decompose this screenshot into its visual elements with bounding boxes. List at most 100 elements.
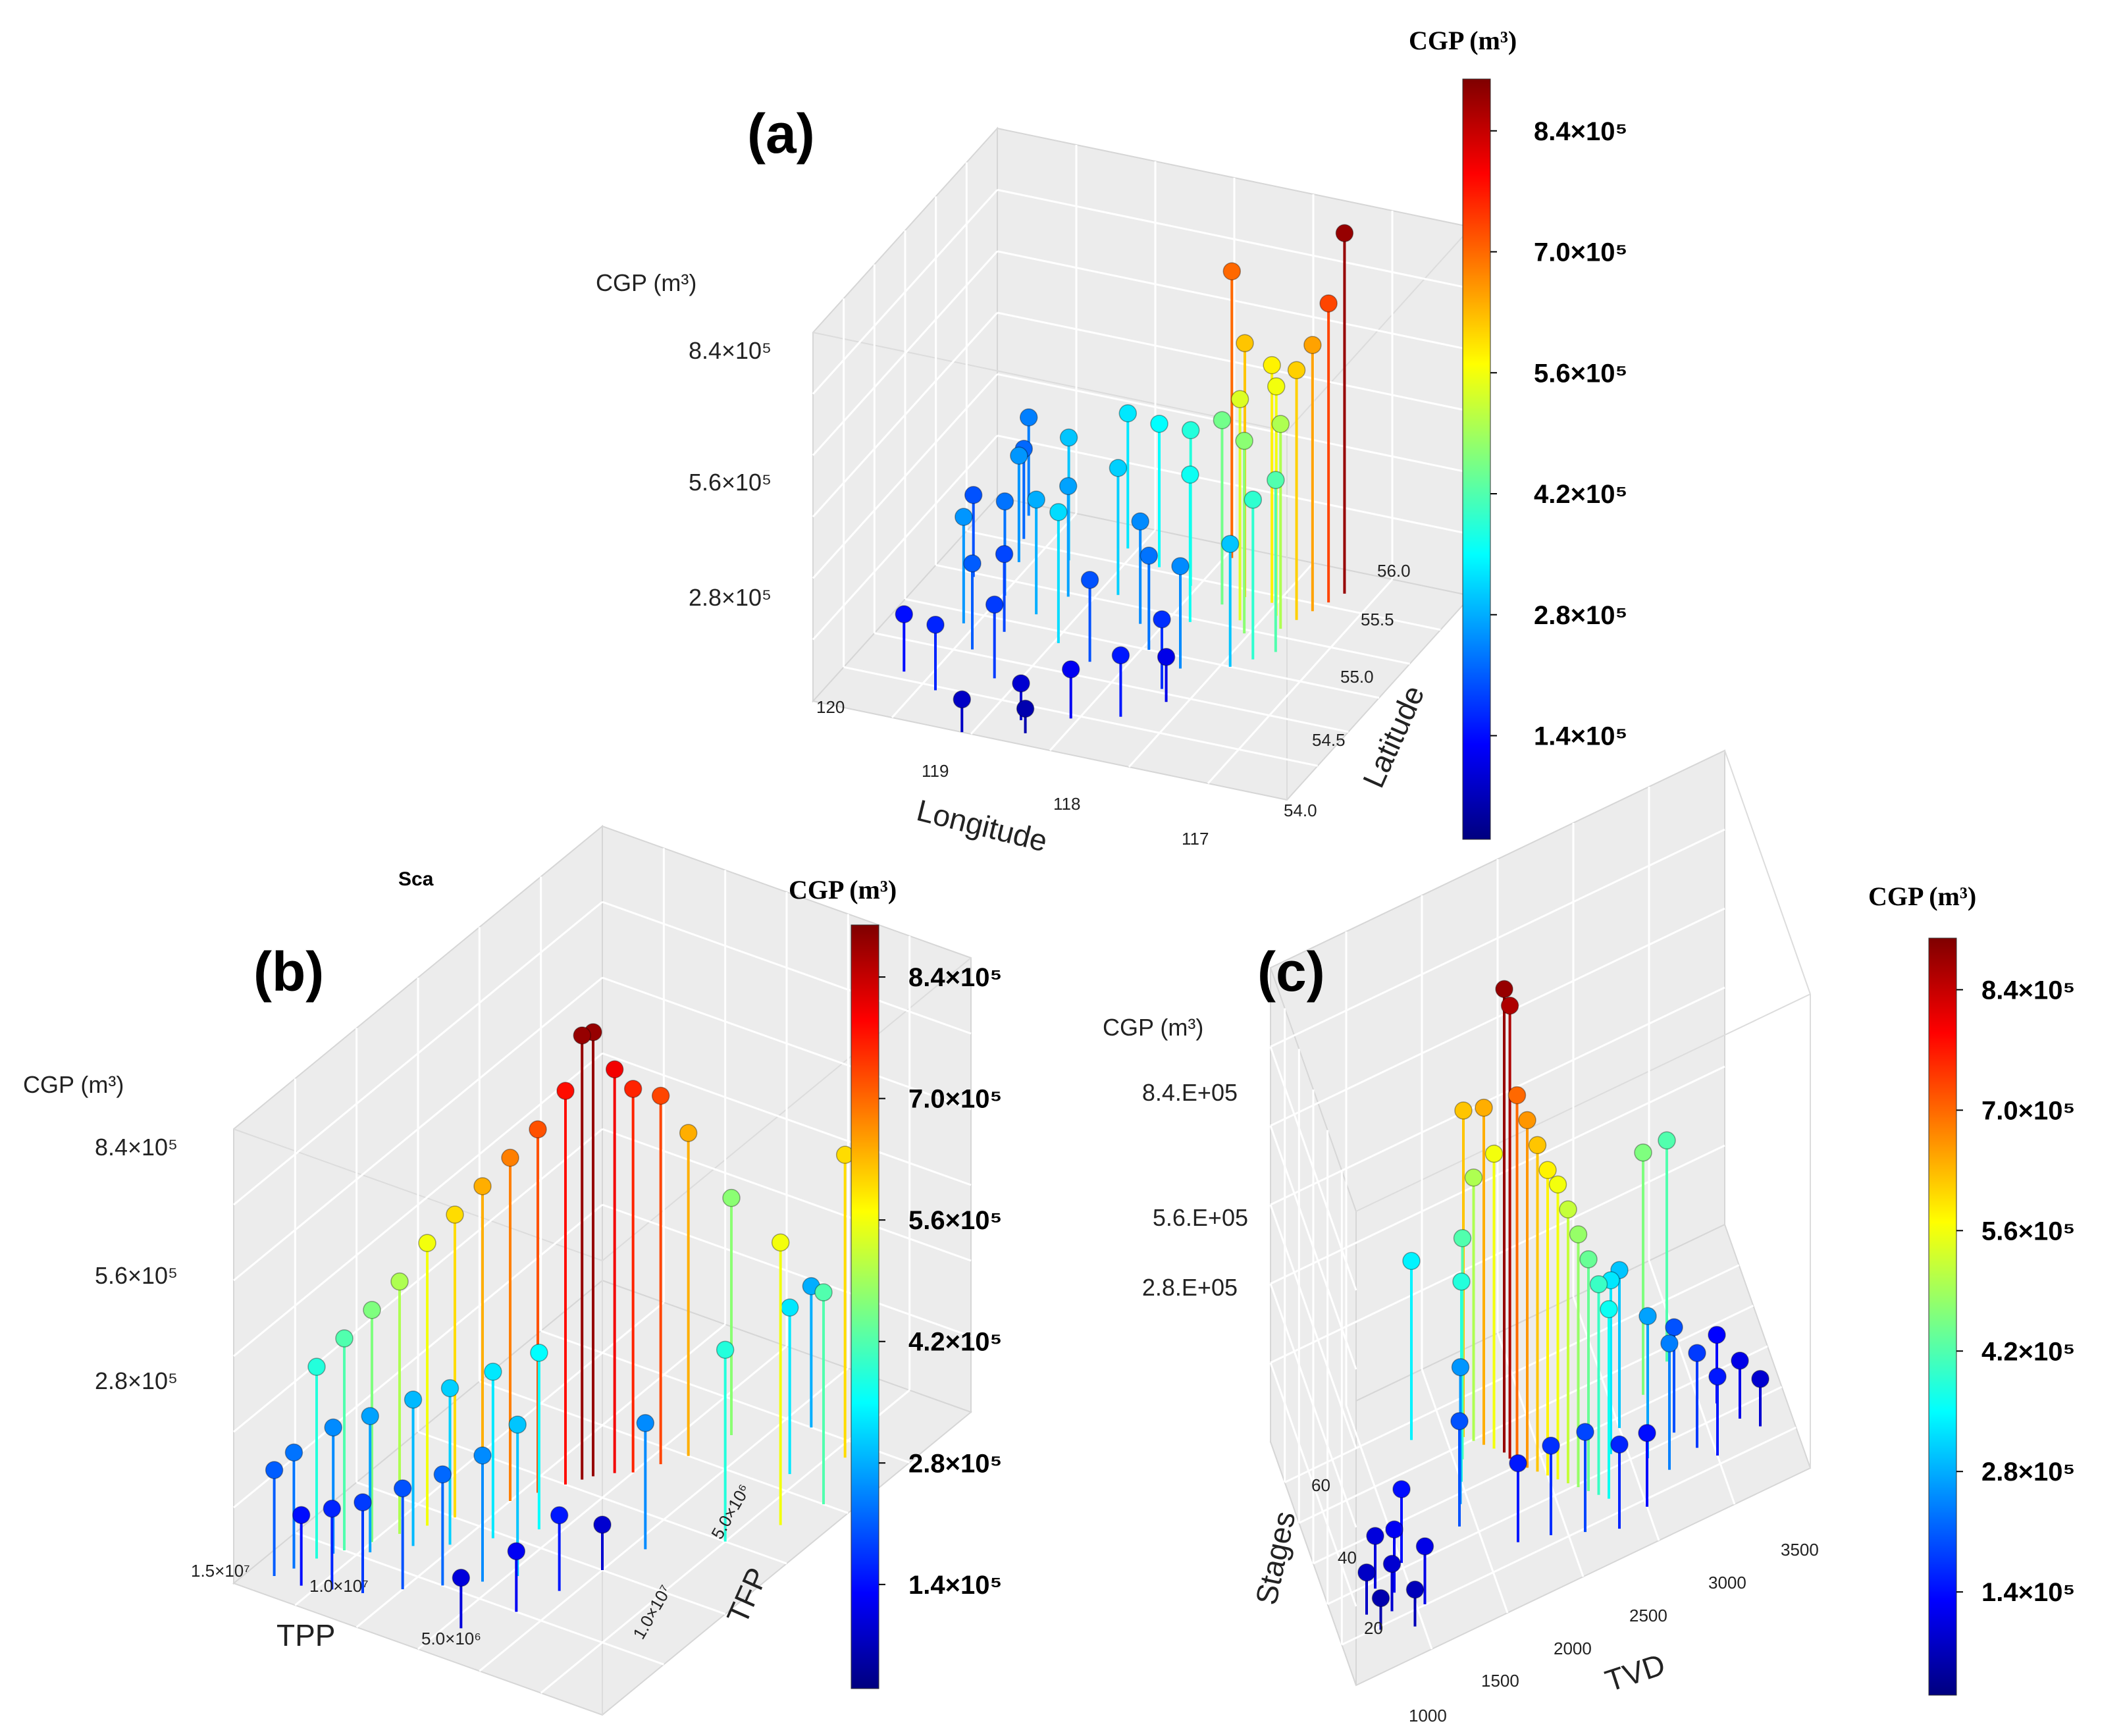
grid-line	[233, 901, 603, 1206]
data-point	[1111, 646, 1130, 665]
data-point	[1181, 421, 1200, 440]
data-point	[1016, 699, 1035, 718]
data-point	[1335, 224, 1354, 242]
data-point	[1579, 1250, 1598, 1269]
data-point	[390, 1272, 409, 1291]
data-point	[1271, 415, 1290, 433]
panel-c-colorbar-title: CGP (m³)	[1868, 881, 1976, 911]
panel-c-y-axis-title: Stages	[1249, 1508, 1302, 1608]
panel-a-y-tick: 54.5	[1312, 730, 1346, 750]
panel-c-grid	[1269, 787, 1796, 1650]
data-point	[593, 1515, 612, 1534]
panel-a-label: (a)	[747, 103, 815, 165]
data-point	[1230, 390, 1249, 409]
panel-a-y-tick: 55.0	[1340, 667, 1374, 687]
data-point	[573, 1026, 591, 1045]
panel-a-z-tick: 2.8×10⁵	[689, 584, 772, 611]
frame-edge	[1724, 750, 1811, 995]
panel-c-x-tick: 2500	[1629, 1606, 1667, 1625]
grid-line	[1269, 1046, 1357, 1291]
data-point	[473, 1446, 492, 1465]
data-point	[1634, 1144, 1652, 1162]
data-point	[716, 1340, 735, 1359]
data-point	[550, 1506, 569, 1525]
data-point	[1059, 477, 1078, 496]
data-point	[335, 1329, 354, 1348]
data-point	[1150, 414, 1168, 433]
data-point	[985, 595, 1004, 614]
data-point	[446, 1205, 464, 1224]
data-point	[1181, 465, 1199, 484]
data-point	[995, 544, 1014, 564]
data-point	[284, 1443, 303, 1462]
data-point	[393, 1479, 412, 1498]
data-point	[354, 1493, 372, 1512]
data-point	[1049, 503, 1068, 521]
grid-line	[997, 188, 1472, 290]
panel-b-z-tick: 5.6×10⁵	[95, 1262, 178, 1289]
panel-c-points	[1357, 980, 1769, 1630]
data-point	[955, 508, 973, 526]
panel-a-x-tick: 118	[1053, 794, 1080, 814]
data-point	[1213, 411, 1232, 429]
data-point	[1319, 294, 1338, 313]
data-point	[1171, 557, 1190, 575]
data-point	[1157, 648, 1176, 666]
data-point	[508, 1415, 527, 1434]
data-point	[605, 1060, 624, 1079]
data-point	[1610, 1435, 1629, 1454]
data-point	[323, 1499, 342, 1518]
data-point	[1751, 1369, 1769, 1388]
data-point	[1357, 1563, 1376, 1582]
data-point	[1235, 431, 1253, 450]
colorbar-tick-label: 8.4×10⁵	[1981, 976, 2075, 1005]
colorbar-tick-label: 8.4×10⁵	[908, 963, 1002, 992]
data-point	[1382, 1554, 1402, 1573]
data-point	[507, 1542, 526, 1561]
panel-b-x-tick: 5.0×10⁶	[421, 1629, 481, 1648]
data-point	[1495, 980, 1513, 999]
panel-a-x-tick: 119	[922, 761, 949, 781]
colorbar-tick-label: 8.4×10⁵	[1534, 117, 1627, 146]
panel-c-x-tick: 2000	[1554, 1639, 1592, 1658]
grid-line	[602, 901, 972, 1035]
data-point	[963, 554, 982, 573]
panel-a-z-axis-title: CGP (m³)	[596, 269, 696, 296]
data-point	[1405, 1580, 1425, 1599]
data-point	[1708, 1367, 1727, 1386]
data-point	[530, 1344, 548, 1362]
data-point	[1475, 1098, 1493, 1117]
data-point	[1287, 361, 1306, 379]
data-point	[1267, 377, 1286, 396]
data-point	[307, 1357, 326, 1376]
panel-a-z-tick: 5.6×10⁵	[689, 469, 772, 496]
colorbar-tick-label: 7.0×10⁵	[908, 1085, 1002, 1114]
data-point	[1500, 996, 1519, 1015]
colorbar-gradient	[1462, 78, 1491, 840]
panel-b-colorbar-title: CGP (m³)	[789, 875, 897, 905]
data-point	[1236, 334, 1254, 352]
colorbar-tick-label: 7.0×10⁵	[1981, 1096, 2075, 1125]
panel-c-y-tick: 40	[1338, 1548, 1357, 1567]
data-point	[556, 1082, 575, 1100]
colorbar-tick-label: 1.4×10⁵	[908, 1571, 1002, 1600]
data-point	[1027, 490, 1045, 509]
colorbar-tick-label: 2.8×10⁵	[1981, 1458, 2075, 1486]
data-point	[1019, 408, 1038, 427]
panel-a-x-tick: 120	[816, 697, 845, 717]
panel-a-y-tick: 56.0	[1377, 561, 1411, 581]
data-point	[1660, 1334, 1679, 1353]
data-point	[1153, 610, 1171, 629]
colorbar-tick-label: 1.4×10⁵	[1534, 722, 1627, 751]
data-point	[1220, 535, 1240, 553]
panel-b-z-tick: 2.8×10⁵	[95, 1367, 178, 1394]
panel-a-y-tick: 54.0	[1284, 801, 1317, 820]
data-point	[1059, 428, 1078, 447]
panel-c-y-tick: 60	[1311, 1475, 1330, 1495]
data-point	[926, 616, 945, 634]
data-point	[1263, 355, 1281, 375]
data-point	[771, 1233, 790, 1252]
data-point	[1402, 1251, 1421, 1271]
data-point	[964, 486, 983, 504]
